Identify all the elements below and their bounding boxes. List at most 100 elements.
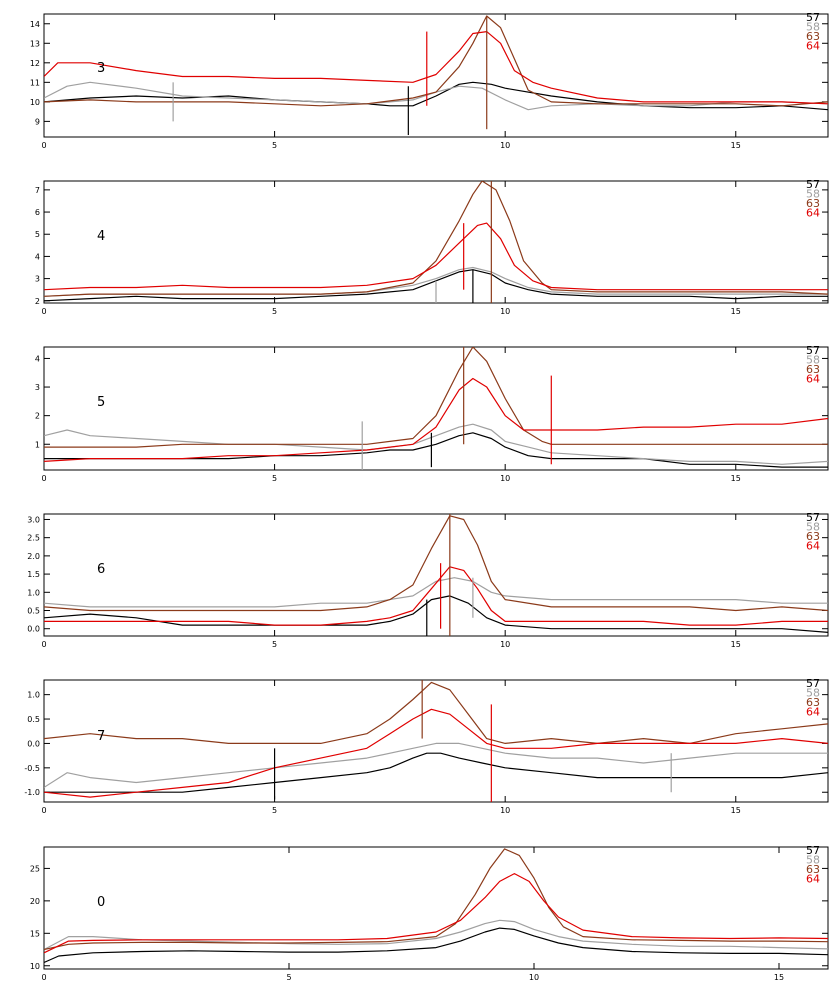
- y-tick-label: 10: [30, 98, 40, 107]
- series-group: [44, 181, 828, 303]
- series-line-1: [44, 81, 828, 111]
- series-line-3: [44, 222, 828, 291]
- x-tick-label: 10: [500, 307, 510, 316]
- legend-entry: 57: [806, 844, 820, 857]
- x-tick-label: 10: [500, 640, 510, 649]
- legend-entry: 58: [806, 854, 820, 867]
- y-tick-label: 3: [35, 275, 40, 284]
- series-line-3: [44, 708, 828, 798]
- series-line-2: [44, 15, 828, 107]
- x-tick-label: 5: [272, 307, 277, 316]
- y-tick-label: 4: [35, 252, 40, 261]
- legend-entry: 64: [806, 40, 820, 53]
- panel-label: 6: [97, 562, 105, 577]
- x-tick-label: 5: [272, 640, 277, 649]
- legend-entry: 64: [806, 706, 820, 719]
- legend-entry: 58: [806, 687, 820, 700]
- panel-label: 4: [97, 229, 105, 244]
- y-tick-label: 0.0: [27, 625, 40, 634]
- y-tick-label: 15: [30, 929, 40, 938]
- series-line-1: [44, 919, 828, 951]
- series-line-3: [44, 31, 828, 105]
- series-group: [44, 514, 828, 636]
- panel-label: 0: [97, 895, 105, 910]
- x-tick-label: 0: [41, 973, 46, 982]
- series-line-2: [44, 848, 828, 951]
- y-tick-label: 0.5: [27, 715, 40, 724]
- y-tick-label: 14: [30, 20, 40, 29]
- y-tick-label: 2: [35, 297, 40, 306]
- series-line-0: [44, 595, 828, 633]
- legend-entry: 63: [806, 197, 820, 210]
- series-line-1: [44, 423, 828, 465]
- y-tick-label: 1.5: [27, 570, 40, 579]
- legend-entry: 63: [806, 30, 820, 43]
- y-tick-label: 9: [35, 117, 40, 126]
- y-tick-label: 2.5: [27, 534, 40, 543]
- y-tick-label: 2.0: [27, 552, 40, 561]
- series-line-1: [44, 577, 828, 608]
- legend-entry: 57: [806, 178, 820, 191]
- x-tick-label: 5: [272, 474, 277, 483]
- x-tick-label: 0: [41, 307, 46, 316]
- y-tick-label: 11: [30, 78, 40, 87]
- series-line-0: [44, 269, 828, 302]
- series-line-0: [44, 752, 828, 793]
- y-tick-label: 3.0: [27, 515, 40, 524]
- series-line-0: [44, 81, 828, 111]
- series-line-1: [44, 742, 828, 788]
- x-tick-label: 5: [272, 141, 277, 150]
- y-tick-label: 1.0: [27, 691, 40, 700]
- legend-entry: 58: [806, 354, 820, 367]
- y-tick-label: 12: [30, 59, 40, 68]
- legend-entry: 57: [806, 344, 820, 357]
- series-line-0: [44, 927, 828, 964]
- y-tick-label: 1.0: [27, 588, 40, 597]
- panel-label: 3: [97, 61, 105, 76]
- y-tick-label: 20: [30, 897, 40, 906]
- x-tick-label: 10: [500, 806, 510, 815]
- series-group: [44, 848, 828, 964]
- legend-entry: 57: [806, 511, 820, 524]
- y-tick-label: -1.0: [24, 788, 40, 797]
- series-group: [44, 347, 828, 470]
- y-tick-label: 0.0: [27, 739, 40, 748]
- x-tick-label: 10: [500, 141, 510, 150]
- y-tick-label: 0.5: [27, 607, 40, 616]
- x-tick-label: 10: [529, 973, 539, 982]
- x-tick-label: 15: [731, 806, 741, 815]
- legend-entry: 63: [806, 530, 820, 543]
- x-tick-label: 0: [41, 474, 46, 483]
- series-line-3: [44, 872, 828, 954]
- legend-entry: 58: [806, 521, 820, 534]
- series-line-3: [44, 566, 828, 626]
- legend-entry: 58: [806, 188, 820, 201]
- plot-frame: [43, 13, 829, 138]
- y-tick-label: 2: [35, 412, 40, 421]
- x-tick-label: 10: [500, 474, 510, 483]
- x-tick-label: 15: [731, 141, 741, 150]
- y-tick-label: 7: [35, 186, 40, 195]
- legend-entry: 58: [806, 21, 820, 34]
- legend-entry: 63: [806, 696, 820, 709]
- y-tick-label: 5: [35, 230, 40, 239]
- plot-frame: [43, 513, 829, 637]
- x-tick-label: 0: [41, 806, 46, 815]
- y-tick-label: 13: [30, 39, 40, 48]
- x-tick-label: 15: [774, 973, 784, 982]
- series-line-2: [44, 681, 828, 745]
- series-group: [44, 680, 828, 802]
- plot-frame: [43, 846, 829, 970]
- series-line-3: [44, 377, 828, 462]
- series-line-2: [44, 347, 828, 448]
- panel-label: 7: [97, 729, 105, 744]
- x-tick-label: 0: [41, 141, 46, 150]
- legend-entry: 57: [806, 677, 820, 690]
